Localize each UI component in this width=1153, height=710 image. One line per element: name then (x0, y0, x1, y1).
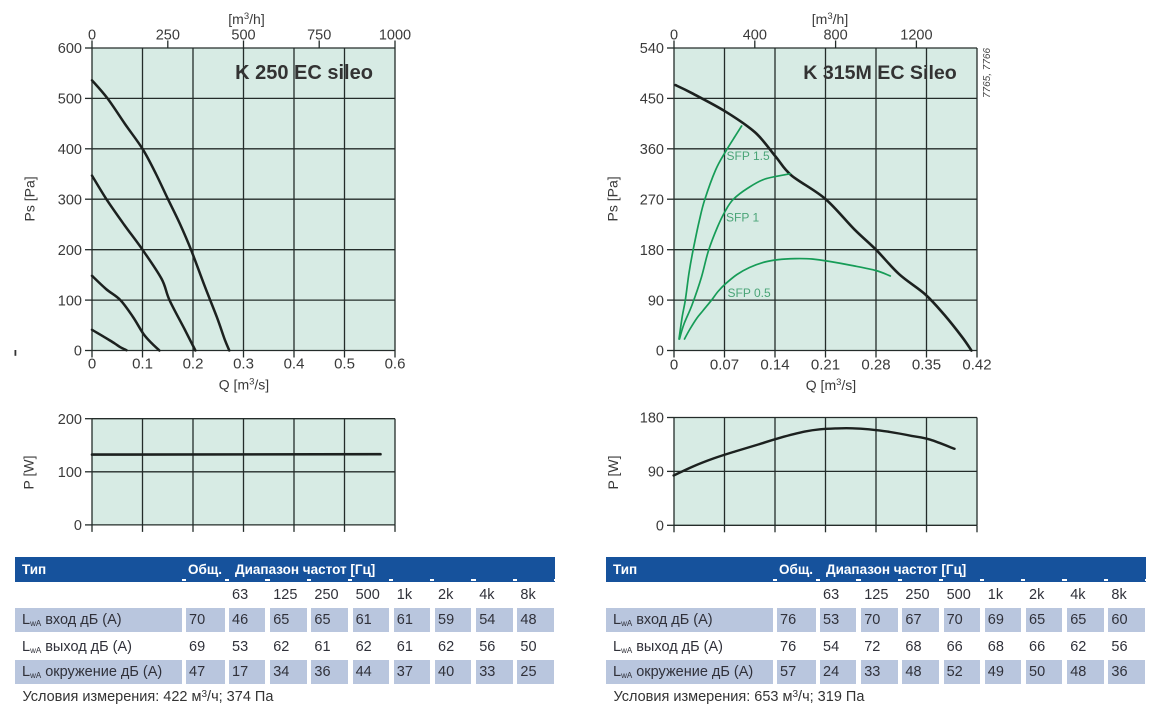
svg-text:90: 90 (648, 293, 664, 309)
svg-text:0.2: 0.2 (183, 356, 204, 373)
svg-text:0: 0 (656, 519, 664, 535)
svg-text:100: 100 (58, 293, 82, 309)
svg-text:[m3/h]: [m3/h] (812, 11, 848, 28)
svg-text:250: 250 (156, 28, 180, 44)
svg-text:0: 0 (670, 357, 678, 374)
svg-text:Ps [Pa]: Ps [Pa] (22, 176, 38, 221)
svg-text:90: 90 (648, 465, 664, 481)
svg-text:1000: 1000 (379, 28, 411, 44)
svg-text:K 315M EC Sileo: K 315M EC Sileo (803, 62, 957, 84)
svg-text:SFP 1: SFP 1 (726, 211, 759, 225)
svg-text:7765, 7766: 7765, 7766 (982, 48, 993, 98)
svg-text:P [W]: P [W] (605, 456, 621, 490)
svg-text:0.35: 0.35 (912, 357, 941, 374)
svg-text:0.21: 0.21 (811, 357, 840, 374)
svg-text:360: 360 (640, 142, 664, 158)
svg-text:500: 500 (58, 92, 82, 108)
svg-text:750: 750 (307, 28, 331, 44)
svg-text:270: 270 (640, 192, 664, 208)
svg-text:0: 0 (88, 356, 96, 373)
svg-text:1200: 1200 (900, 28, 932, 44)
svg-text:450: 450 (640, 92, 664, 108)
svg-text:SFP 1.5: SFP 1.5 (727, 149, 770, 163)
svg-text:180: 180 (640, 243, 664, 259)
svg-text:P [W]: P [W] (21, 456, 37, 490)
svg-text:Ps [Pa]: Ps [Pa] (605, 176, 621, 221)
svg-text:800: 800 (823, 28, 847, 44)
svg-text:SFP 0.5: SFP 0.5 (728, 286, 771, 300)
svg-text:400: 400 (58, 142, 82, 158)
svg-text:0.3: 0.3 (233, 356, 254, 373)
svg-text:0.5: 0.5 (334, 356, 355, 373)
svg-text:300: 300 (58, 192, 82, 208)
svg-text:540: 540 (640, 41, 664, 57)
svg-text:400: 400 (743, 28, 767, 44)
svg-text:0.28: 0.28 (861, 357, 890, 374)
svg-text:Q [m3/s]: Q [m3/s] (219, 376, 269, 393)
svg-text:0.6: 0.6 (385, 356, 406, 373)
svg-text:0.1: 0.1 (132, 356, 153, 373)
svg-text:0.07: 0.07 (710, 357, 739, 374)
svg-text:0.4: 0.4 (284, 356, 305, 373)
svg-text:0.14: 0.14 (760, 357, 789, 374)
svg-text:0: 0 (74, 344, 82, 360)
svg-text:180: 180 (640, 411, 664, 427)
svg-text:[m3/h]: [m3/h] (228, 11, 264, 28)
svg-text:Q [m3/s]: Q [m3/s] (806, 377, 856, 394)
svg-text:K 250 EC sileo: K 250 EC sileo (235, 62, 373, 84)
svg-text:500: 500 (231, 28, 255, 44)
svg-text:200: 200 (58, 412, 82, 428)
svg-text:0: 0 (656, 344, 664, 360)
svg-text:100: 100 (58, 465, 82, 481)
svg-text:600: 600 (58, 41, 82, 57)
svg-text:0.42: 0.42 (962, 357, 991, 374)
svg-text:0: 0 (88, 28, 96, 44)
svg-text:200: 200 (58, 243, 82, 259)
svg-text:0: 0 (670, 28, 678, 44)
svg-text:0: 0 (74, 518, 82, 534)
